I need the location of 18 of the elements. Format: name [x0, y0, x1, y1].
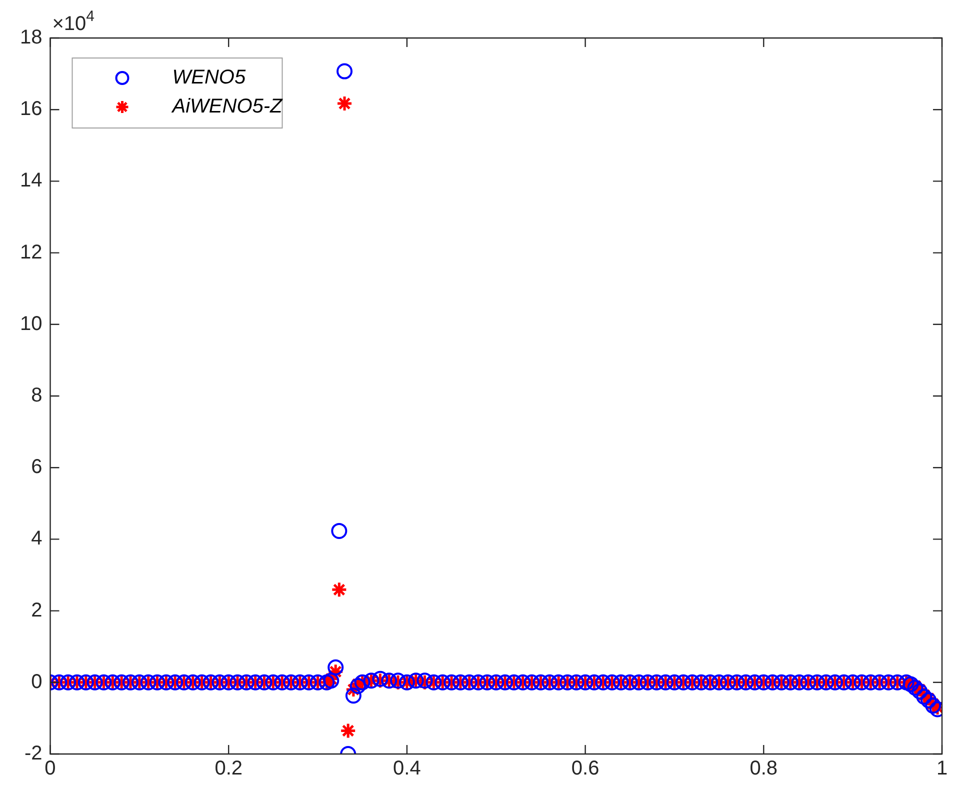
y-tick-label: 10	[20, 312, 42, 335]
y-tick-label: 8	[31, 384, 42, 407]
y-tick-label: 0	[31, 670, 42, 693]
y-tick-label: 2	[31, 599, 42, 622]
y-tick-label: 16	[20, 98, 42, 120]
y-tick-label: 18	[20, 26, 42, 49]
x-tick-label: 0.4	[393, 758, 421, 780]
x-tick-label: 0.2	[214, 758, 243, 780]
x-tick-label: 0.6	[571, 758, 600, 780]
y-tick-label: 14	[20, 170, 42, 192]
y-tick-label: 12	[20, 241, 42, 264]
legend-label: AiWENO5-Z	[171, 96, 284, 118]
legend-label: WENO5	[172, 66, 246, 89]
y-tick-label: 4	[31, 528, 42, 550]
x-tick-label: 1	[936, 758, 948, 780]
y-tick-label: -2	[24, 742, 42, 765]
x-tick-label: 0.8	[750, 758, 778, 780]
y-tick-label: 6	[31, 456, 42, 478]
